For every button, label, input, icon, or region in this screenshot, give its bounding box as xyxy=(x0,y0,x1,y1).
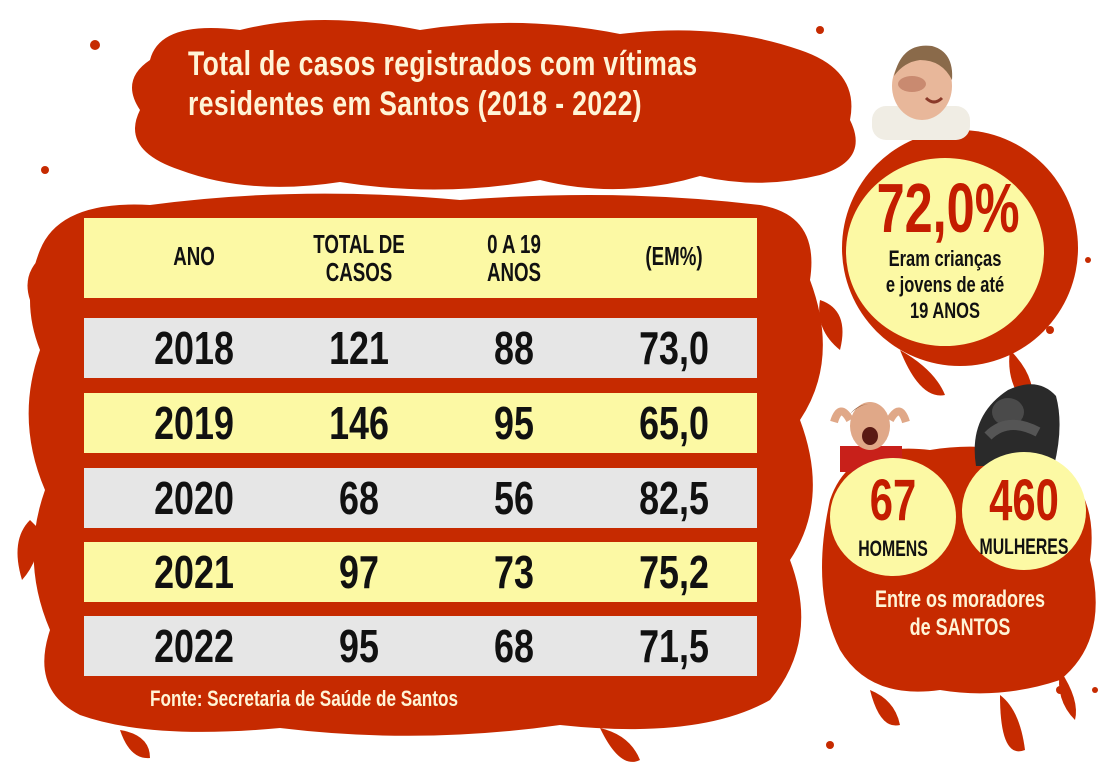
cell-ano: 2018 xyxy=(154,322,234,374)
highlight-text: Eram crianças e jovens de até 19 ANOS xyxy=(874,246,1017,324)
cell-pct: 71,5 xyxy=(639,620,709,672)
cell-age: 56 xyxy=(494,472,534,524)
residents-note-line-1: Entre os moradores xyxy=(874,586,1046,613)
title-line-1: Total de casos registrados com vítimas xyxy=(188,45,698,83)
cell-total: 95 xyxy=(339,620,379,672)
source-note: Fonte: Secretaria de Saúde de Santos xyxy=(150,686,459,711)
highlight-value: 72,0% xyxy=(876,169,1020,247)
cell-total: 68 xyxy=(339,472,379,524)
highlight-line-1: Eram crianças xyxy=(888,246,1002,271)
header-age-line-1: 0 A 19 xyxy=(487,229,541,259)
cell-total: 146 xyxy=(329,397,389,449)
table-row: 2018 121 88 73,0 xyxy=(84,318,757,378)
table-row: 2022 95 68 71,5 xyxy=(84,616,757,676)
cell-pct: 73,0 xyxy=(639,322,709,374)
table-row: 2021 97 73 75,2 xyxy=(84,542,757,602)
header-pct: (EM%) xyxy=(645,241,703,271)
cell-age: 73 xyxy=(494,546,534,598)
header-age: 0 A 19 ANOS xyxy=(460,230,568,286)
cell-ano: 2019 xyxy=(154,397,234,449)
header-ano: ANO xyxy=(173,241,215,271)
cell-total: 97 xyxy=(339,546,379,598)
cell-total: 121 xyxy=(329,322,389,374)
header-age-line-2: ANOS xyxy=(486,257,542,287)
cell-ano: 2021 xyxy=(154,546,234,598)
women-bubble xyxy=(962,452,1086,570)
cell-pct: 82,5 xyxy=(639,472,709,524)
cell-age: 95 xyxy=(494,397,534,449)
header-total-line-2: CASOS xyxy=(325,257,393,287)
chart-title: Total de casos registrados com vítimas r… xyxy=(188,44,698,124)
highlight-line-2: e jovens de até xyxy=(885,272,1005,297)
residents-note: Entre os moradores de SANTOS xyxy=(870,586,1050,642)
cell-ano: 2022 xyxy=(154,620,234,672)
men-bubble xyxy=(830,458,956,576)
highlight-line-3: 19 ANOS xyxy=(909,298,980,323)
screaming-man-photo xyxy=(830,402,910,472)
table-row: 2020 68 56 82,5 xyxy=(84,468,757,528)
cell-age: 68 xyxy=(494,620,534,672)
men-label: HOMENS xyxy=(858,536,928,561)
header-total-line-1: TOTAL DE xyxy=(313,229,405,259)
crouching-woman-photo xyxy=(974,384,1060,466)
header-total: TOTAL DE CASOS xyxy=(305,230,413,286)
cell-pct: 65,0 xyxy=(639,397,709,449)
men-value: 67 xyxy=(869,468,917,533)
cell-ano: 2020 xyxy=(154,472,234,524)
residents-note-line-2: de SANTOS xyxy=(909,614,1011,641)
cell-pct: 75,2 xyxy=(639,546,709,598)
cell-age: 88 xyxy=(494,322,534,374)
women-label: MULHERES xyxy=(979,534,1069,559)
crying-child-photo xyxy=(872,45,970,140)
highlight-bubble xyxy=(846,158,1044,346)
women-value: 460 xyxy=(989,468,1059,533)
table-header: ANO TOTAL DE CASOS 0 A 19 ANOS (EM%) xyxy=(84,218,757,298)
title-line-2: residentes em Santos (2018 - 2022) xyxy=(188,85,643,123)
table-row: 2019 146 95 65,0 xyxy=(84,393,757,453)
